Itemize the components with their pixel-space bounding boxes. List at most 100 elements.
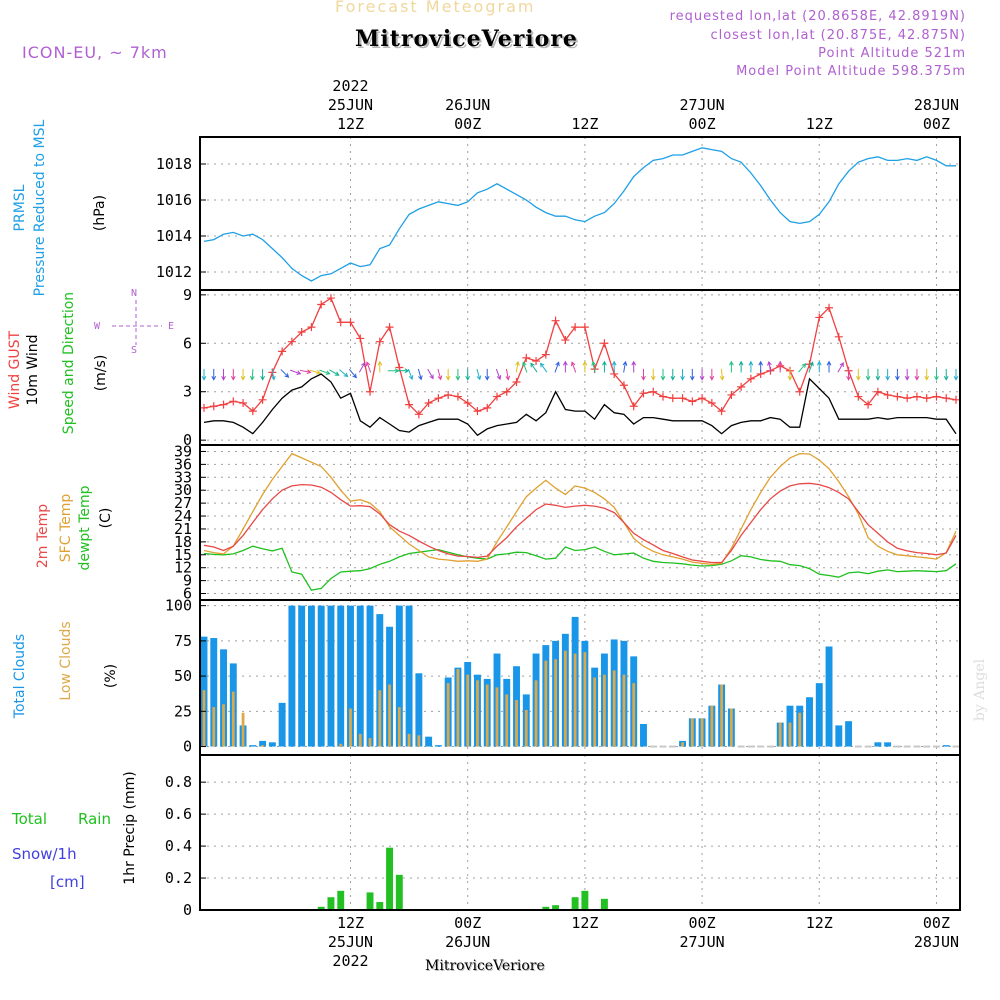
y-tick-label: 24 [174,507,192,525]
total-cloud-bar [347,605,354,747]
wind-arrow [221,368,226,381]
total-cloud-bar [327,605,335,747]
y-tick-label: 50 [174,667,192,685]
wind-arrow [591,360,596,373]
gust-marker [707,399,716,408]
model-point-altitude: Model Point Altitude 598.375m [736,64,966,79]
wind-arrow [816,360,822,373]
low-cloud-bar [515,700,518,747]
y-tick-label: 3 [183,383,192,401]
gust-marker [453,392,462,401]
gust-marker [502,387,511,396]
gust-marker [825,303,834,312]
total-cloud-bar [913,745,921,748]
rain-bar [581,890,589,910]
low-cloud-bar [710,705,714,747]
gust-marker [317,300,326,309]
y-tick-label: 1018 [156,155,192,173]
y-tick-label: 1012 [156,263,192,281]
total-cloud-bar [288,605,296,747]
wind-arrow [885,368,890,381]
low-cloud-bar [720,684,723,747]
wind-arrow [319,369,331,375]
wind-arrow [271,368,276,381]
rain-bar [327,897,335,910]
wind-arrow [522,361,528,373]
low-cloud-bar [603,674,606,747]
low-cloud-bar [554,659,557,747]
total-cloud-bar [425,736,433,747]
y-tick-label: 0 [183,901,192,919]
wind-arrow [631,360,637,373]
gust-marker [375,337,384,346]
wind-arrow [348,369,357,379]
low-cloud-bar [466,674,470,747]
time-label: 2022 [332,77,368,95]
gust-marker [385,323,394,332]
total-cloud-bar [649,745,657,748]
wind-arrow [365,361,372,373]
low-cloud-bar [485,684,489,747]
time-label: 27JUN [679,96,724,114]
wind-arrow [240,368,246,381]
wind-arrow [855,368,861,381]
gust-marker [395,363,404,372]
low-cloud-bar [729,708,733,747]
total-cloud-bar [933,745,940,748]
y-tick-label: 1016 [156,191,192,209]
total-cloud-bar [737,745,745,748]
wind-arrow [787,368,793,381]
time-label: 00Z [454,914,481,932]
wind-arrow [767,360,772,373]
compass-west: W [94,321,101,332]
y-tick-label: 0.8 [165,773,192,791]
gust-marker [659,392,668,401]
grid-layer [200,137,960,911]
gust-marker [414,410,423,419]
frame-layer [112,136,961,911]
wind-arrow [495,368,502,381]
y-tick-label: 6 [183,585,192,603]
wind-arrow [465,368,471,381]
y-tick-label: 15 [174,546,192,564]
wind-arrow [249,368,255,381]
gust-marker [698,394,707,403]
low-cloud-bar [622,674,626,747]
wind-arrow [680,368,685,381]
wind-arrow [641,368,646,381]
gust-marker [356,334,365,343]
wind-arrow [622,360,628,373]
wind-arrow [562,360,568,373]
wind-arrow [280,369,290,378]
gust-marker [512,378,521,387]
y-tick-label: 39 [174,442,192,460]
total-cloud-bar [395,605,403,747]
time-label: 00Z [923,115,950,133]
gust-marker [229,397,238,406]
low-cloud-bar [612,670,616,747]
wind-arrow [943,368,949,381]
gust-marker [883,390,892,399]
total-cloud-bar [884,742,892,747]
gust-marker [580,323,589,332]
gust-marker [942,394,951,403]
y-tick-label: 0 [183,431,192,449]
total-cloud-bar [278,702,286,747]
gust-marker [287,337,296,346]
low-cloud-bar [573,653,577,747]
time-label: 25JUN [328,933,373,951]
gust-marker [746,374,755,383]
wind-arrow [427,368,434,380]
closest-coords: closest lon,lat (20.875E, 42.875N) [710,28,966,43]
total-cloud-bar [757,745,765,748]
total-cloud-bar [923,745,931,748]
total-cloud-bar [337,605,345,747]
rain-bar [317,906,325,910]
wind-arrow [309,369,322,375]
gust-marker [434,394,443,403]
wind-arrow [738,360,744,373]
wind-arrow [602,360,607,373]
wind-arrow [895,368,900,381]
y-tick-label: 6 [183,334,192,352]
snow-label: Snow/1h [12,845,77,863]
